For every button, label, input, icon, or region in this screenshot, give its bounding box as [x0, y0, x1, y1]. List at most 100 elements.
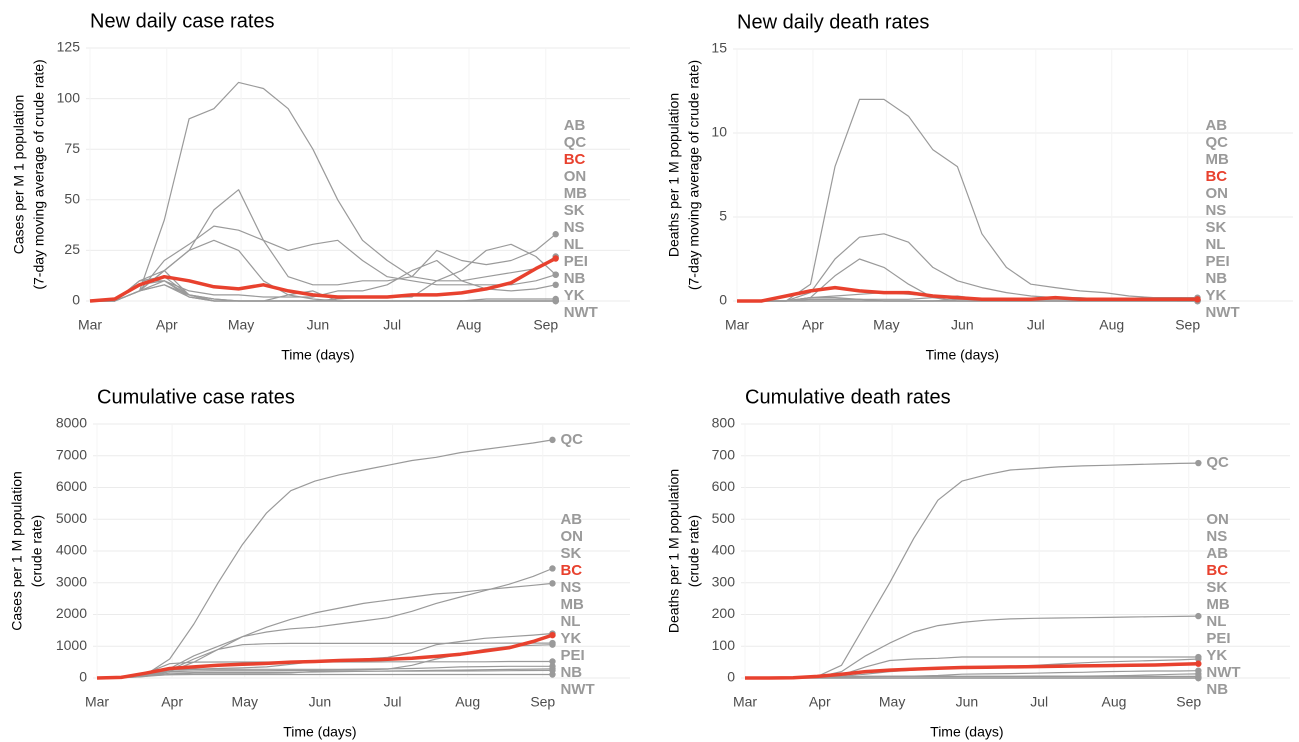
x-tick-label: Sep: [530, 694, 555, 710]
x-tick-label: Apr: [809, 694, 831, 710]
y-tick-label: 100: [57, 89, 81, 105]
panel: New daily death rates Deaths per 1 M popu…: [666, 11, 1293, 363]
series-label: NS: [1206, 528, 1227, 545]
series-label: NS: [564, 219, 585, 236]
series-label: NS: [560, 579, 581, 596]
x-tick-label: Mar: [725, 317, 749, 333]
series-label: SK: [560, 545, 581, 562]
series-label: YK: [1206, 647, 1227, 664]
x-tick-label: Mar: [733, 694, 757, 710]
y-tick-label: 0: [727, 669, 735, 685]
end-point: [549, 658, 556, 665]
y-tick-label: 8000: [56, 415, 87, 431]
series-line: [737, 98, 1198, 302]
series-line: [90, 280, 556, 302]
end-point: [549, 580, 556, 587]
y-tick-label: 200: [712, 605, 736, 621]
y-tick-label: 4000: [56, 542, 87, 558]
series-label: NWT: [564, 304, 598, 321]
panel: New daily case rates Cases per M 1 popula…: [11, 10, 630, 363]
series-label: NWT: [560, 681, 594, 698]
series-label: ON: [564, 168, 587, 185]
end-point: [552, 231, 559, 238]
y-axis-title: (7-day moving average of crude rate): [686, 60, 702, 290]
y-tick-label: 5: [719, 208, 727, 224]
series-line: [745, 661, 1199, 680]
x-axis-title: Time (days): [926, 347, 999, 363]
series-line: [96, 633, 554, 680]
y-tick-label: 75: [64, 140, 80, 156]
y-tick-label: 0: [72, 292, 80, 308]
x-tick-label: Jun: [951, 317, 974, 333]
x-tick-label: Jul: [1030, 694, 1048, 710]
series-label: NS: [1205, 202, 1226, 219]
series-line: [90, 225, 556, 302]
y-tick-label: 100: [712, 637, 736, 653]
series-label: NWT: [1206, 664, 1240, 681]
series-label: YK: [1205, 287, 1226, 304]
series-label: ON: [1205, 185, 1228, 202]
series-line: [90, 284, 556, 302]
y-tick-label: 300: [712, 573, 736, 589]
y-axis-title: Cases per 1 M population: [9, 471, 25, 631]
end-point: [552, 297, 559, 305]
chart-title: New daily case rates: [90, 10, 275, 32]
y-tick-label: 600: [712, 478, 736, 494]
y-tick-label: 6000: [56, 478, 87, 494]
y-tick-label: 15: [711, 40, 727, 56]
y-axis-title: (crude rate): [686, 515, 702, 587]
y-tick-label: 400: [712, 542, 736, 558]
chart-title: New daily death rates: [737, 11, 929, 33]
end-point: [552, 271, 559, 278]
series-label: ON: [560, 528, 583, 545]
y-tick-label: 7000: [56, 446, 87, 462]
y-tick-label: 10: [711, 124, 727, 140]
series-label: NL: [564, 236, 584, 253]
series-label: NB: [1206, 681, 1228, 698]
series-label: ON: [1206, 511, 1229, 528]
end-point: [1194, 296, 1201, 303]
y-tick-label: 2000: [56, 605, 87, 621]
series-label: NL: [1205, 236, 1225, 253]
chart-title: Cumulative death rates: [745, 386, 951, 408]
series-label: AB: [560, 511, 582, 528]
x-tick-label: Apr: [161, 694, 183, 710]
series-line: [96, 673, 553, 679]
series-label: AB: [1205, 117, 1227, 134]
end-point: [549, 671, 556, 678]
x-tick-label: Mar: [78, 317, 102, 333]
x-tick-label: Sep: [1176, 694, 1201, 710]
y-tick-label: 500: [712, 510, 736, 526]
series-line: [90, 81, 557, 302]
series-label: BC: [1206, 562, 1228, 579]
end-point: [1195, 674, 1202, 682]
series-line: [90, 239, 556, 302]
series-label: SK: [1206, 579, 1227, 596]
series-label: MB: [1206, 596, 1229, 613]
y-tick-label: 0: [719, 292, 727, 308]
end-point: [549, 565, 556, 572]
x-axis-title: Time (days): [930, 724, 1003, 740]
x-tick-label: Aug: [1101, 694, 1126, 710]
y-tick-label: 125: [57, 39, 81, 55]
series-label: NL: [1206, 613, 1226, 630]
x-axis-title: Time (days): [281, 347, 354, 363]
x-tick-label: Jul: [1027, 317, 1045, 333]
series-label: QC: [1205, 134, 1228, 151]
y-tick-label: 0: [79, 669, 87, 685]
y-axis-title: (crude rate): [29, 515, 45, 587]
series-label: BC: [564, 151, 586, 168]
series-label: AB: [564, 117, 586, 134]
end-point: [1195, 459, 1202, 467]
end-point: [549, 631, 556, 639]
x-tick-label: May: [228, 317, 254, 333]
series-label: BC: [560, 562, 582, 579]
x-tick-label: May: [873, 317, 899, 333]
x-axis-title: Time (days): [283, 724, 356, 740]
end-point: [552, 281, 559, 289]
series-label: BC: [1205, 168, 1227, 185]
x-tick-label: Aug: [457, 317, 482, 333]
x-tick-label: Sep: [1175, 317, 1200, 333]
panel: Cumulative death rates Deaths per 1 M pop…: [666, 386, 1290, 740]
